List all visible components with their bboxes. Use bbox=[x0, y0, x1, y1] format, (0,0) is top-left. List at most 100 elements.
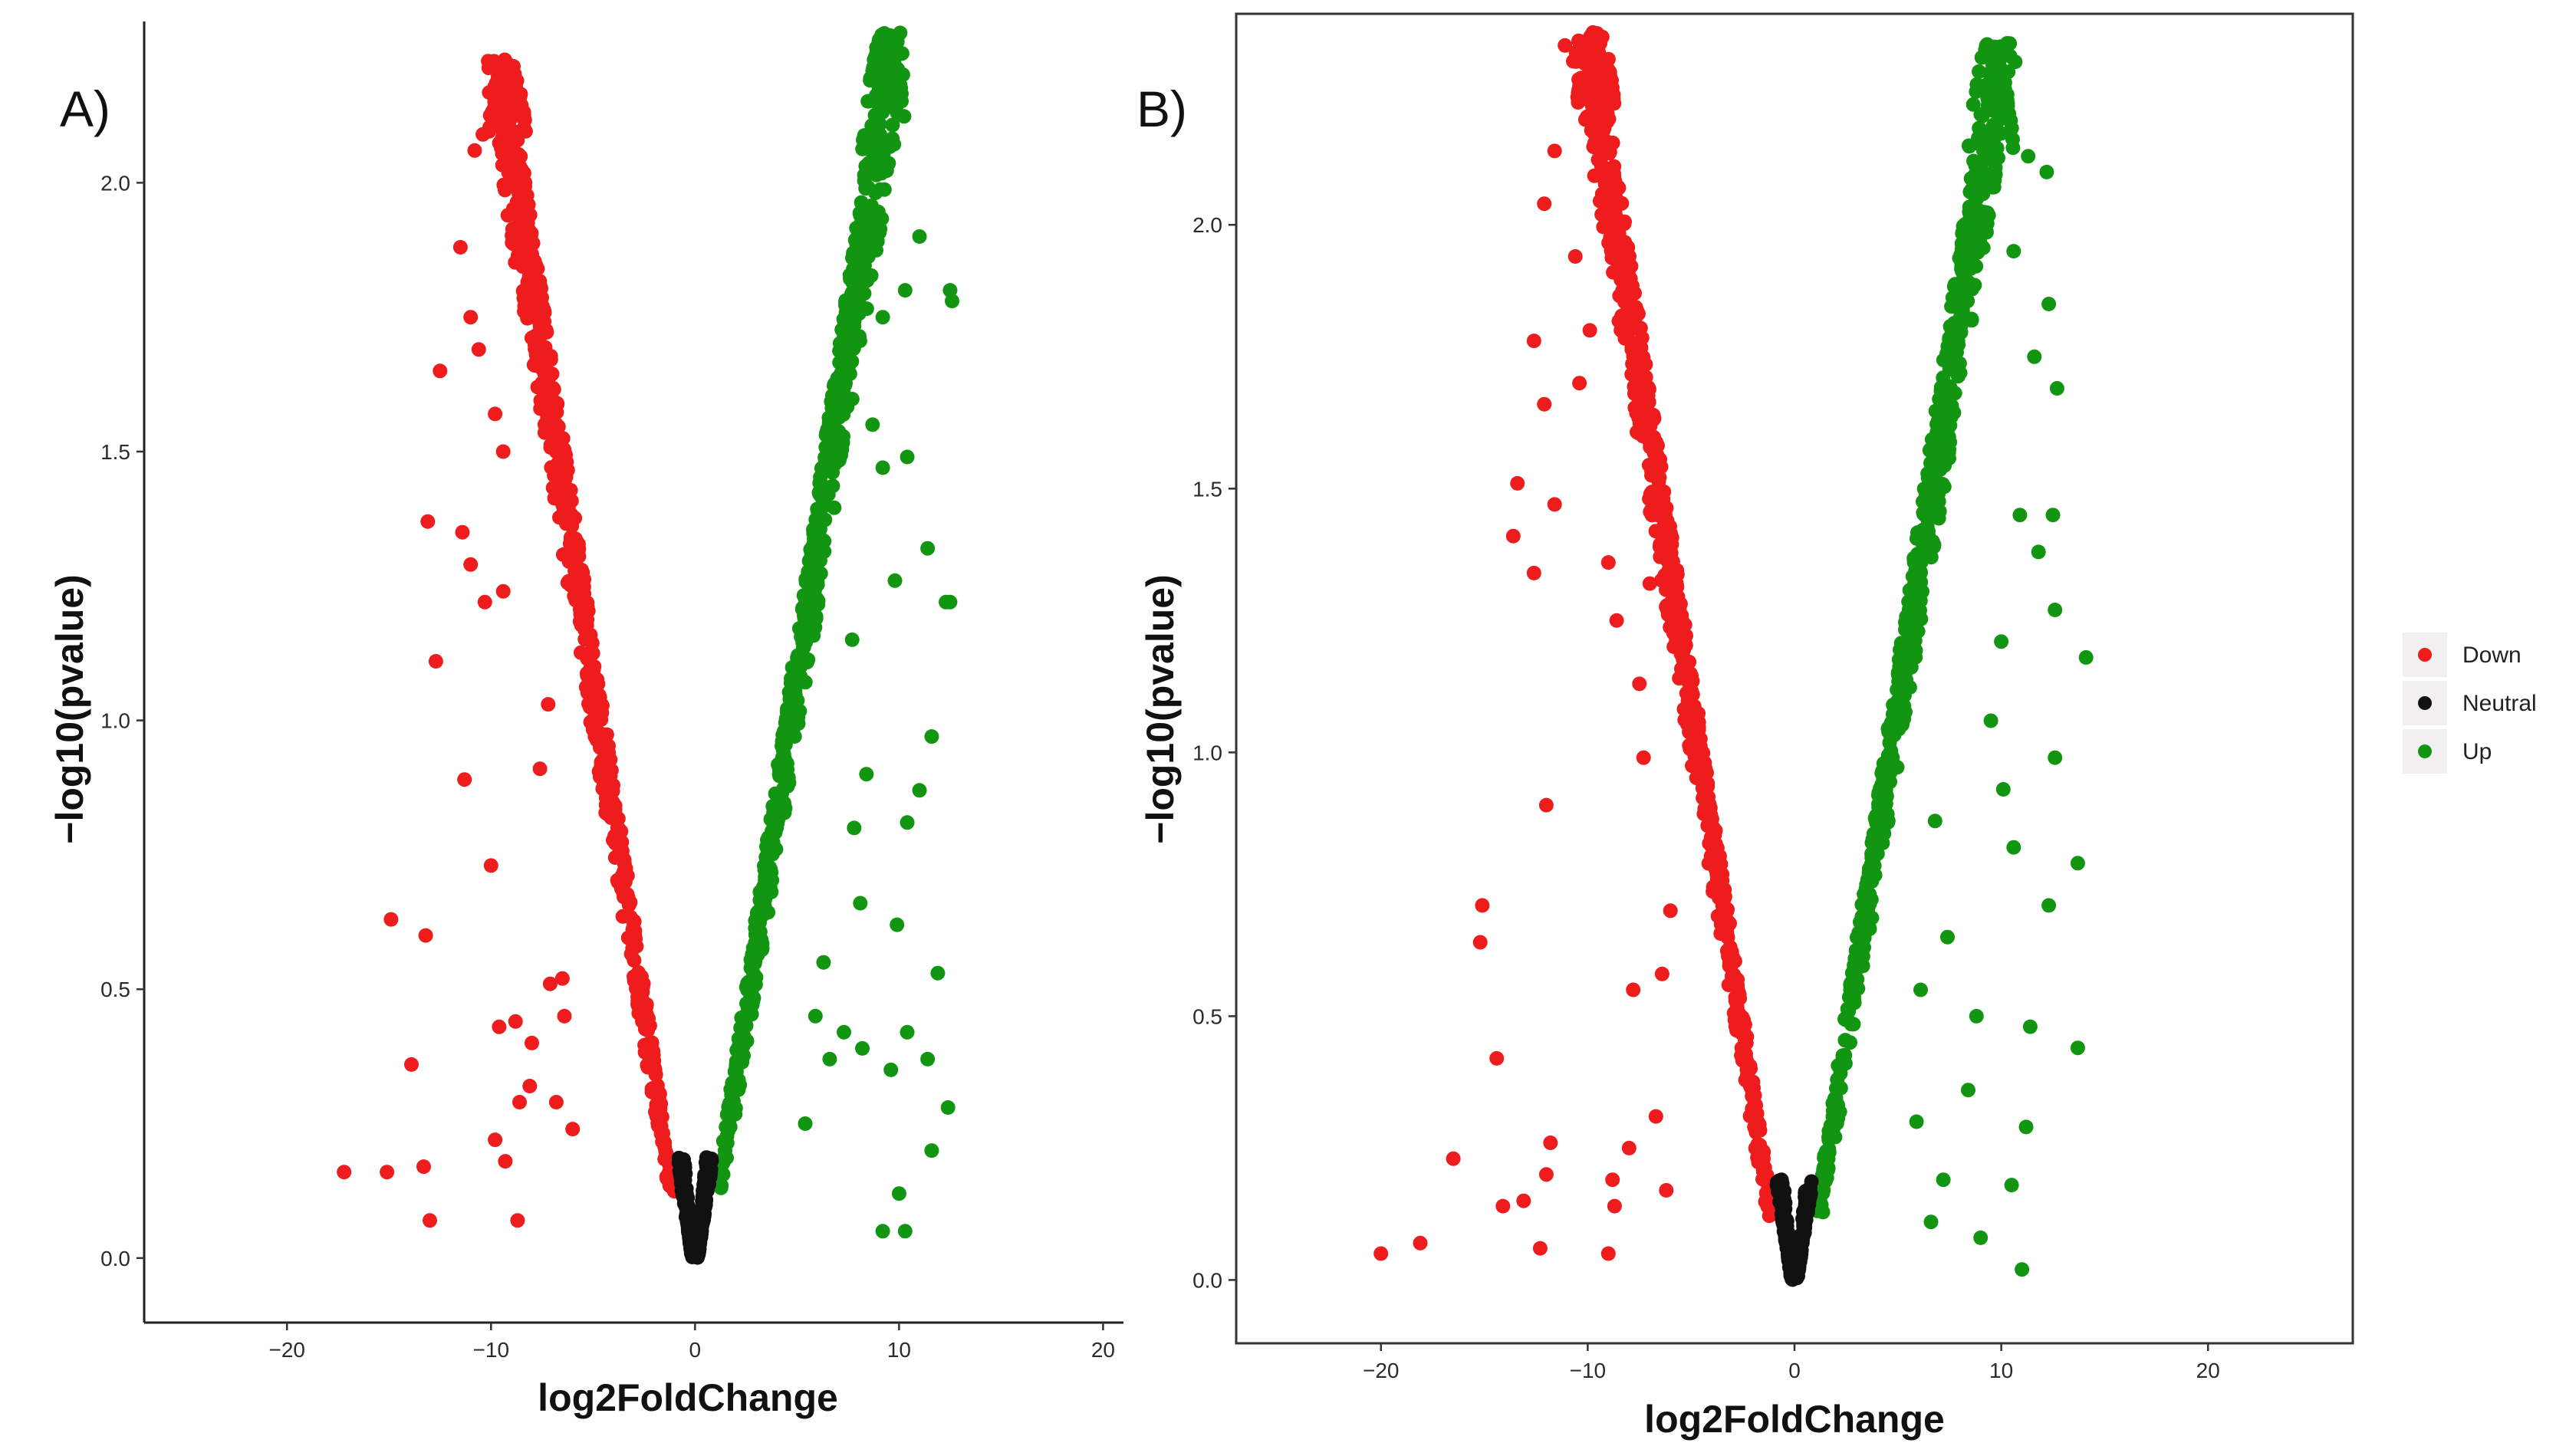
down-point bbox=[1745, 1089, 1760, 1104]
down-point bbox=[1609, 613, 1624, 628]
y-tick-label: 1.5 bbox=[1192, 477, 1222, 501]
up-point bbox=[873, 182, 888, 197]
up-point bbox=[1961, 1083, 1975, 1098]
up-point bbox=[879, 68, 893, 84]
up-point bbox=[1923, 550, 1939, 565]
up-point bbox=[1844, 983, 1860, 998]
down-point bbox=[495, 444, 511, 459]
up-point bbox=[827, 500, 842, 515]
down-point bbox=[1373, 1246, 1389, 1261]
up-point bbox=[1869, 815, 1884, 830]
down-point bbox=[1691, 761, 1706, 776]
up-point bbox=[860, 94, 876, 109]
down-point bbox=[589, 704, 604, 719]
up-point bbox=[1950, 369, 1966, 384]
down-point bbox=[1641, 395, 1656, 409]
chart-a: A) −20 −10 0 10 20 0.0 0.5 1.0 1.5 2.0 log2FoldCh… bbox=[48, 21, 1123, 1419]
down-point bbox=[488, 406, 503, 422]
down-point bbox=[1676, 702, 1692, 717]
x-tick-label: −20 bbox=[1363, 1359, 1400, 1382]
up-point bbox=[1969, 77, 1985, 92]
up-point bbox=[2048, 603, 2063, 617]
up-point bbox=[887, 573, 903, 588]
up-point bbox=[1921, 524, 1936, 539]
up-point bbox=[2006, 244, 2021, 259]
down-point bbox=[495, 583, 511, 599]
up-point bbox=[1923, 1214, 1939, 1230]
up-point bbox=[788, 696, 803, 711]
down-point bbox=[505, 235, 520, 250]
up-point bbox=[810, 501, 825, 517]
down-point bbox=[1659, 1183, 1674, 1198]
down-point bbox=[556, 508, 571, 523]
down-point bbox=[1623, 323, 1637, 337]
up-point bbox=[1969, 1008, 1984, 1024]
x-tick-label: 0 bbox=[1788, 1359, 1801, 1382]
up-point bbox=[859, 767, 874, 782]
up-point bbox=[1825, 1121, 1841, 1136]
neutral-point bbox=[1778, 1216, 1793, 1231]
chart-a-points bbox=[337, 25, 959, 1265]
down-point bbox=[615, 909, 630, 924]
down-point bbox=[475, 127, 491, 142]
down-point bbox=[1581, 41, 1596, 56]
up-point bbox=[770, 815, 785, 830]
neutral-point bbox=[697, 1200, 712, 1215]
up-point bbox=[739, 980, 754, 994]
up-point bbox=[900, 449, 915, 465]
down-point bbox=[483, 858, 498, 873]
down-point bbox=[1604, 80, 1620, 95]
up-point bbox=[1983, 713, 1998, 728]
up-point bbox=[1844, 994, 1859, 1009]
neutral-point bbox=[679, 1198, 695, 1213]
neutral-point bbox=[1780, 1227, 1795, 1242]
up-point bbox=[900, 815, 915, 830]
down-point bbox=[1584, 28, 1599, 44]
up-point bbox=[885, 117, 900, 133]
up-point bbox=[1969, 242, 1984, 258]
x-tick-label: 0 bbox=[689, 1338, 702, 1362]
up-point bbox=[1916, 505, 1931, 521]
up-point bbox=[875, 1224, 890, 1239]
up-point bbox=[798, 571, 814, 587]
down-point bbox=[463, 557, 479, 572]
down-point bbox=[1671, 600, 1686, 615]
up-point bbox=[728, 1063, 743, 1079]
chart-a-axes bbox=[143, 21, 1123, 1324]
up-point bbox=[883, 1062, 899, 1077]
down-point bbox=[1737, 1047, 1752, 1062]
down-point bbox=[655, 1134, 670, 1149]
up-point bbox=[1972, 64, 1986, 79]
up-point bbox=[844, 392, 860, 406]
down-point bbox=[1516, 1193, 1531, 1208]
down-point bbox=[591, 764, 607, 779]
down-point bbox=[1632, 676, 1647, 692]
x-tick-label: 20 bbox=[2196, 1359, 2220, 1382]
down-point bbox=[1613, 241, 1628, 256]
down-point bbox=[627, 935, 642, 950]
up-point bbox=[2002, 106, 2017, 121]
down-point bbox=[486, 102, 502, 117]
down-point bbox=[1742, 1109, 1758, 1124]
down-point bbox=[554, 971, 570, 986]
up-point bbox=[924, 729, 939, 744]
down-point bbox=[512, 187, 527, 202]
up-point bbox=[1883, 745, 1898, 761]
up-point bbox=[2070, 1040, 2085, 1056]
down-point bbox=[1571, 91, 1586, 107]
neutral-point bbox=[1801, 1195, 1816, 1211]
down-point bbox=[1526, 565, 1541, 580]
down-point bbox=[1605, 190, 1620, 205]
up-point bbox=[872, 102, 887, 117]
y-tick-label: 0.5 bbox=[100, 978, 130, 1001]
up-point bbox=[896, 109, 912, 124]
down-point bbox=[500, 159, 515, 175]
neutral-point bbox=[676, 1182, 691, 1198]
up-point bbox=[796, 588, 811, 603]
up-point bbox=[1852, 954, 1867, 969]
chart-b-x-axis-title: log2FoldChange bbox=[1644, 1398, 1945, 1441]
down-point bbox=[1603, 163, 1617, 179]
up-point bbox=[2018, 1119, 2034, 1135]
up-point bbox=[1971, 215, 1986, 230]
up-point bbox=[912, 783, 927, 798]
